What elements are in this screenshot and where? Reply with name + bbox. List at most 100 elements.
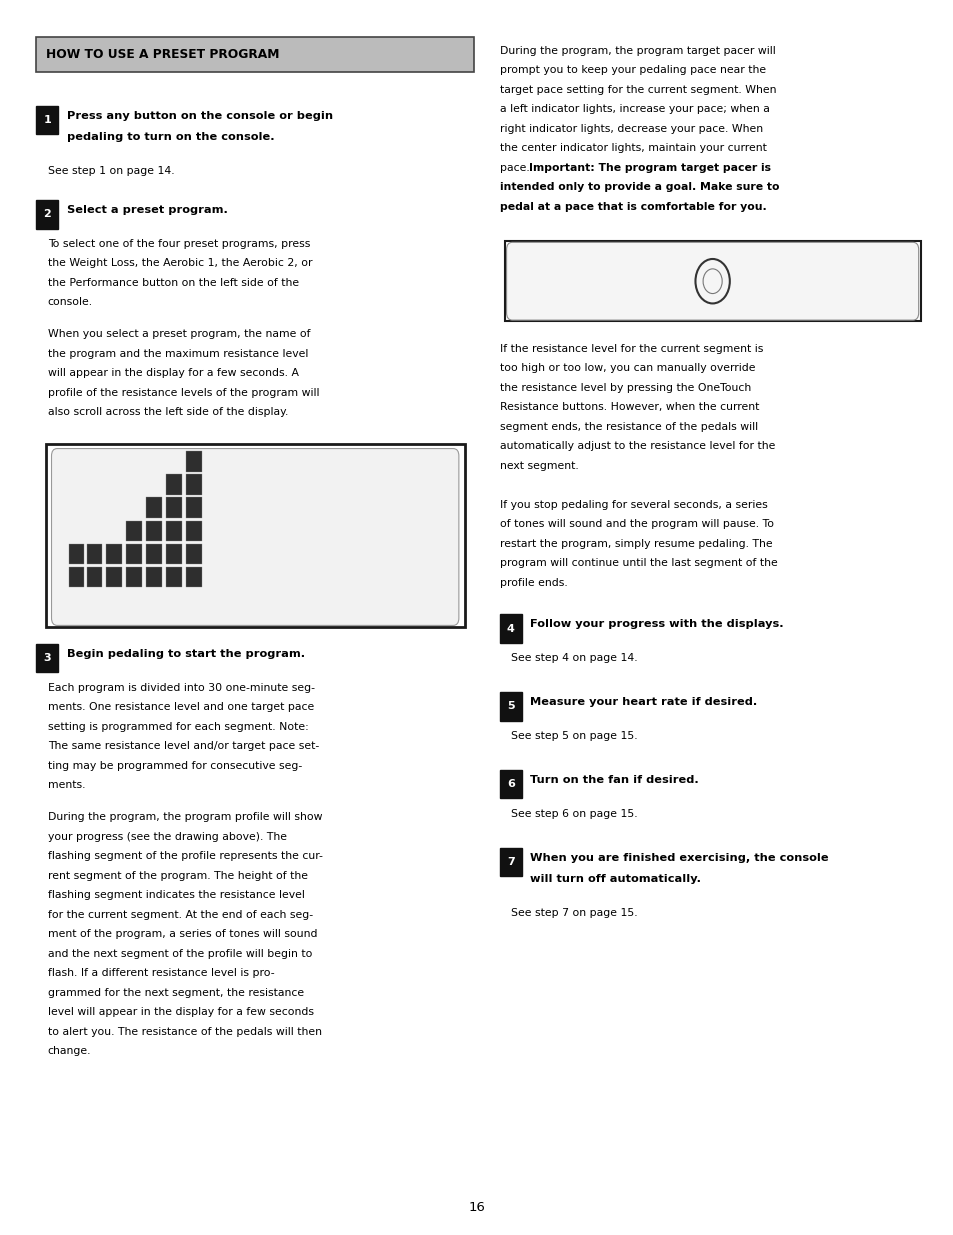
- Bar: [499, 692, 521, 720]
- Text: See step 6 on page 15.: See step 6 on page 15.: [511, 809, 638, 819]
- Bar: [87, 567, 102, 587]
- Text: Press any button on the console or begin: Press any button on the console or begin: [67, 111, 333, 121]
- Text: 5: 5: [507, 701, 514, 711]
- Text: ment of the program, a series of tones will sound: ment of the program, a series of tones w…: [48, 929, 316, 939]
- Bar: [186, 521, 202, 541]
- Text: Resistance: Resistance: [102, 600, 154, 609]
- Bar: [146, 543, 162, 564]
- Text: prompt you to keep your pedaling pace near the: prompt you to keep your pedaling pace ne…: [499, 65, 765, 75]
- Bar: [126, 543, 142, 564]
- Text: and the next segment of the profile will begin to: and the next segment of the profile will…: [48, 948, 312, 958]
- Text: Important: The program target pacer is: Important: The program target pacer is: [528, 163, 770, 173]
- Text: Begin pedaling to start the program.: Begin pedaling to start the program.: [67, 650, 305, 659]
- Text: See step 4 on page 14.: See step 4 on page 14.: [511, 653, 638, 663]
- Text: ments. One resistance level and one target pace: ments. One resistance level and one targ…: [48, 703, 314, 713]
- Text: of tones will sound and the program will pause. To: of tones will sound and the program will…: [499, 519, 773, 529]
- Text: will appear in the display for a few seconds. A: will appear in the display for a few sec…: [48, 368, 298, 378]
- Bar: [186, 474, 202, 495]
- Text: too high or too low, you can manually override: too high or too low, you can manually ov…: [499, 363, 755, 373]
- Text: See step 1 on page 14.: See step 1 on page 14.: [48, 165, 174, 175]
- Text: setting is programmed for each segment. Note:: setting is programmed for each segment. …: [48, 721, 308, 731]
- Text: If the resistance level for the current segment is: If the resistance level for the current …: [499, 343, 762, 353]
- Text: If you stop pedaling for several seconds, a series: If you stop pedaling for several seconds…: [499, 500, 767, 510]
- Text: profile of the resistance levels of the program will: profile of the resistance levels of the …: [48, 388, 319, 398]
- Text: flashing segment indicates the resistance level: flashing segment indicates the resistanc…: [48, 890, 304, 900]
- Text: next segment.: next segment.: [499, 461, 578, 471]
- Text: 16: 16: [468, 1202, 485, 1214]
- Text: 2: 2: [43, 210, 51, 220]
- Text: restart the program, simply resume pedaling. The: restart the program, simply resume pedal…: [499, 538, 772, 548]
- Text: program will continue until the last segment of the: program will continue until the last seg…: [499, 558, 777, 568]
- Bar: [146, 567, 162, 587]
- Text: will turn off automatically.: will turn off automatically.: [530, 874, 700, 884]
- Text: The same resistance level and/or target pace set-: The same resistance level and/or target …: [48, 741, 318, 751]
- Text: Turn on the fan if desired.: Turn on the fan if desired.: [530, 776, 699, 785]
- Text: grammed for the next segment, the resistance: grammed for the next segment, the resist…: [48, 988, 303, 998]
- Bar: [36, 643, 58, 672]
- Bar: [186, 451, 202, 472]
- Bar: [499, 769, 521, 798]
- Bar: [166, 567, 182, 587]
- Bar: [166, 521, 182, 541]
- Text: console.: console.: [48, 298, 92, 308]
- Text: to alert you. The resistance of the pedals will then: to alert you. The resistance of the peda…: [48, 1026, 321, 1036]
- Bar: [186, 567, 202, 587]
- Text: target pace setting for the current segment. When: target pace setting for the current segm…: [499, 85, 776, 95]
- Text: pace.: pace.: [499, 163, 533, 173]
- Text: profile ends.: profile ends.: [499, 578, 567, 588]
- Text: level will appear in the display for a few seconds: level will appear in the display for a f…: [48, 1008, 314, 1018]
- Bar: [186, 498, 202, 517]
- Text: 1: 1: [391, 463, 405, 488]
- FancyBboxPatch shape: [51, 448, 458, 625]
- Bar: [146, 498, 162, 517]
- Text: Measure your heart rate if desired.: Measure your heart rate if desired.: [530, 698, 757, 708]
- Bar: [499, 614, 521, 642]
- Bar: [36, 37, 474, 72]
- Bar: [499, 847, 521, 876]
- Text: the center indicator lights, maintain your current: the center indicator lights, maintain yo…: [499, 143, 766, 153]
- Text: change.: change.: [48, 1046, 91, 1056]
- Text: See step 7 on page 15.: See step 7 on page 15.: [511, 908, 638, 918]
- Bar: [166, 543, 182, 564]
- Text: Select a preset program.: Select a preset program.: [67, 205, 228, 215]
- Text: slower: slower: [868, 277, 901, 287]
- Text: intended only to provide a goal. Make sure to: intended only to provide a goal. Make su…: [499, 183, 779, 193]
- Text: the program and the maximum resistance level: the program and the maximum resistance l…: [48, 348, 308, 358]
- Bar: [126, 567, 142, 587]
- Text: segment ends, the resistance of the pedals will: segment ends, the resistance of the peda…: [499, 421, 758, 431]
- Text: 6: 6: [506, 779, 515, 789]
- Bar: [166, 474, 182, 495]
- Text: Resistance buttons. However, when the current: Resistance buttons. However, when the cu…: [499, 403, 759, 412]
- Text: When you select a preset program, the name of: When you select a preset program, the na…: [48, 330, 310, 340]
- Text: for the current segment. At the end of each seg-: for the current segment. At the end of e…: [48, 910, 313, 920]
- Text: 3: 3: [44, 653, 51, 663]
- Text: Resistance: Resistance: [343, 600, 395, 609]
- Text: HOW TO USE A PRESET PROGRAM: HOW TO USE A PRESET PROGRAM: [46, 48, 279, 61]
- Text: rent segment of the program. The height of the: rent segment of the program. The height …: [48, 871, 308, 881]
- Bar: [504, 241, 920, 321]
- Text: During the program, the program profile will show: During the program, the program profile …: [48, 813, 322, 823]
- Text: the Weight Loss, the Aerobic 1, the Aerobic 2, or: the Weight Loss, the Aerobic 1, the Aero…: [48, 258, 312, 268]
- Bar: [126, 521, 142, 541]
- Bar: [87, 543, 102, 564]
- Text: flash. If a different resistance level is pro-: flash. If a different resistance level i…: [48, 968, 274, 978]
- Bar: [166, 498, 182, 517]
- Bar: [107, 543, 122, 564]
- Text: the resistance level by pressing the OneTouch: the resistance level by pressing the One…: [499, 383, 750, 393]
- Text: flashing segment of the profile represents the cur-: flashing segment of the profile represen…: [48, 851, 322, 861]
- Text: your progress (see the drawing above). The: your progress (see the drawing above). T…: [48, 831, 287, 841]
- Text: Follow your progress with the displays.: Follow your progress with the displays.: [530, 620, 783, 630]
- Text: a left indicator lights, increase your pace; when a: a left indicator lights, increase your p…: [499, 104, 769, 114]
- Text: To select one of the four preset programs, press: To select one of the four preset program…: [48, 238, 310, 248]
- Text: See step 5 on page 15.: See step 5 on page 15.: [511, 731, 638, 741]
- Bar: [36, 106, 58, 135]
- Text: 7: 7: [506, 857, 515, 867]
- Text: During the program, the program target pacer will: During the program, the program target p…: [499, 46, 775, 56]
- Text: automatically adjust to the resistance level for the: automatically adjust to the resistance l…: [499, 441, 775, 451]
- Bar: [186, 543, 202, 564]
- Bar: [107, 567, 122, 587]
- Text: also scroll across the left side of the display.: also scroll across the left side of the …: [48, 408, 288, 417]
- Bar: [36, 200, 58, 228]
- Text: When you are finished exercising, the console: When you are finished exercising, the co…: [530, 853, 828, 863]
- Text: pedal at a pace that is comfortable for you.: pedal at a pace that is comfortable for …: [499, 201, 766, 211]
